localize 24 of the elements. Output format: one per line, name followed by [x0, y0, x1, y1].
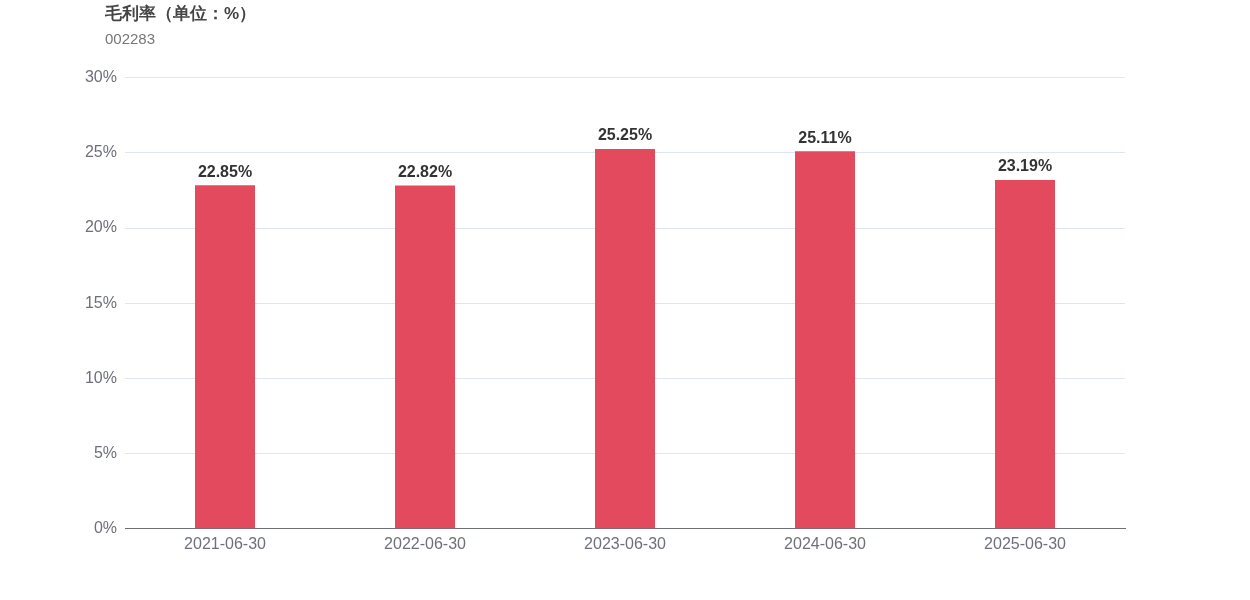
- x-tick-label: 2023-06-30: [584, 534, 667, 552]
- y-tick-label: 10%: [84, 368, 117, 386]
- data-label: 25.11%: [798, 128, 852, 146]
- y-tick-label: 25%: [84, 143, 117, 161]
- chart-subtitle: 002283: [105, 30, 156, 47]
- bar: [395, 185, 455, 529]
- x-tick-label: 2022-06-30: [384, 534, 467, 552]
- y-tick-label: 5%: [93, 444, 117, 462]
- bar: [995, 180, 1055, 529]
- bar: [595, 149, 655, 529]
- data-label: 22.82%: [397, 162, 453, 180]
- data-label: 23.19%: [997, 157, 1053, 175]
- x-tick-label: 2021-06-30: [184, 534, 267, 552]
- x-tick-label: 2024-06-30: [784, 534, 867, 552]
- x-tick-label: 2025-06-30: [984, 534, 1067, 552]
- y-tick-label: 0%: [93, 519, 117, 537]
- y-tick-label: 15%: [84, 293, 117, 311]
- y-tick-label: 30%: [84, 68, 117, 86]
- data-label: 22.85%: [197, 162, 253, 180]
- chart-title: 毛利率（单位：%）: [105, 3, 257, 25]
- bar: [195, 185, 255, 529]
- bar: [795, 151, 855, 529]
- y-tick-label: 20%: [84, 218, 117, 236]
- data-label: 25.25%: [597, 126, 653, 144]
